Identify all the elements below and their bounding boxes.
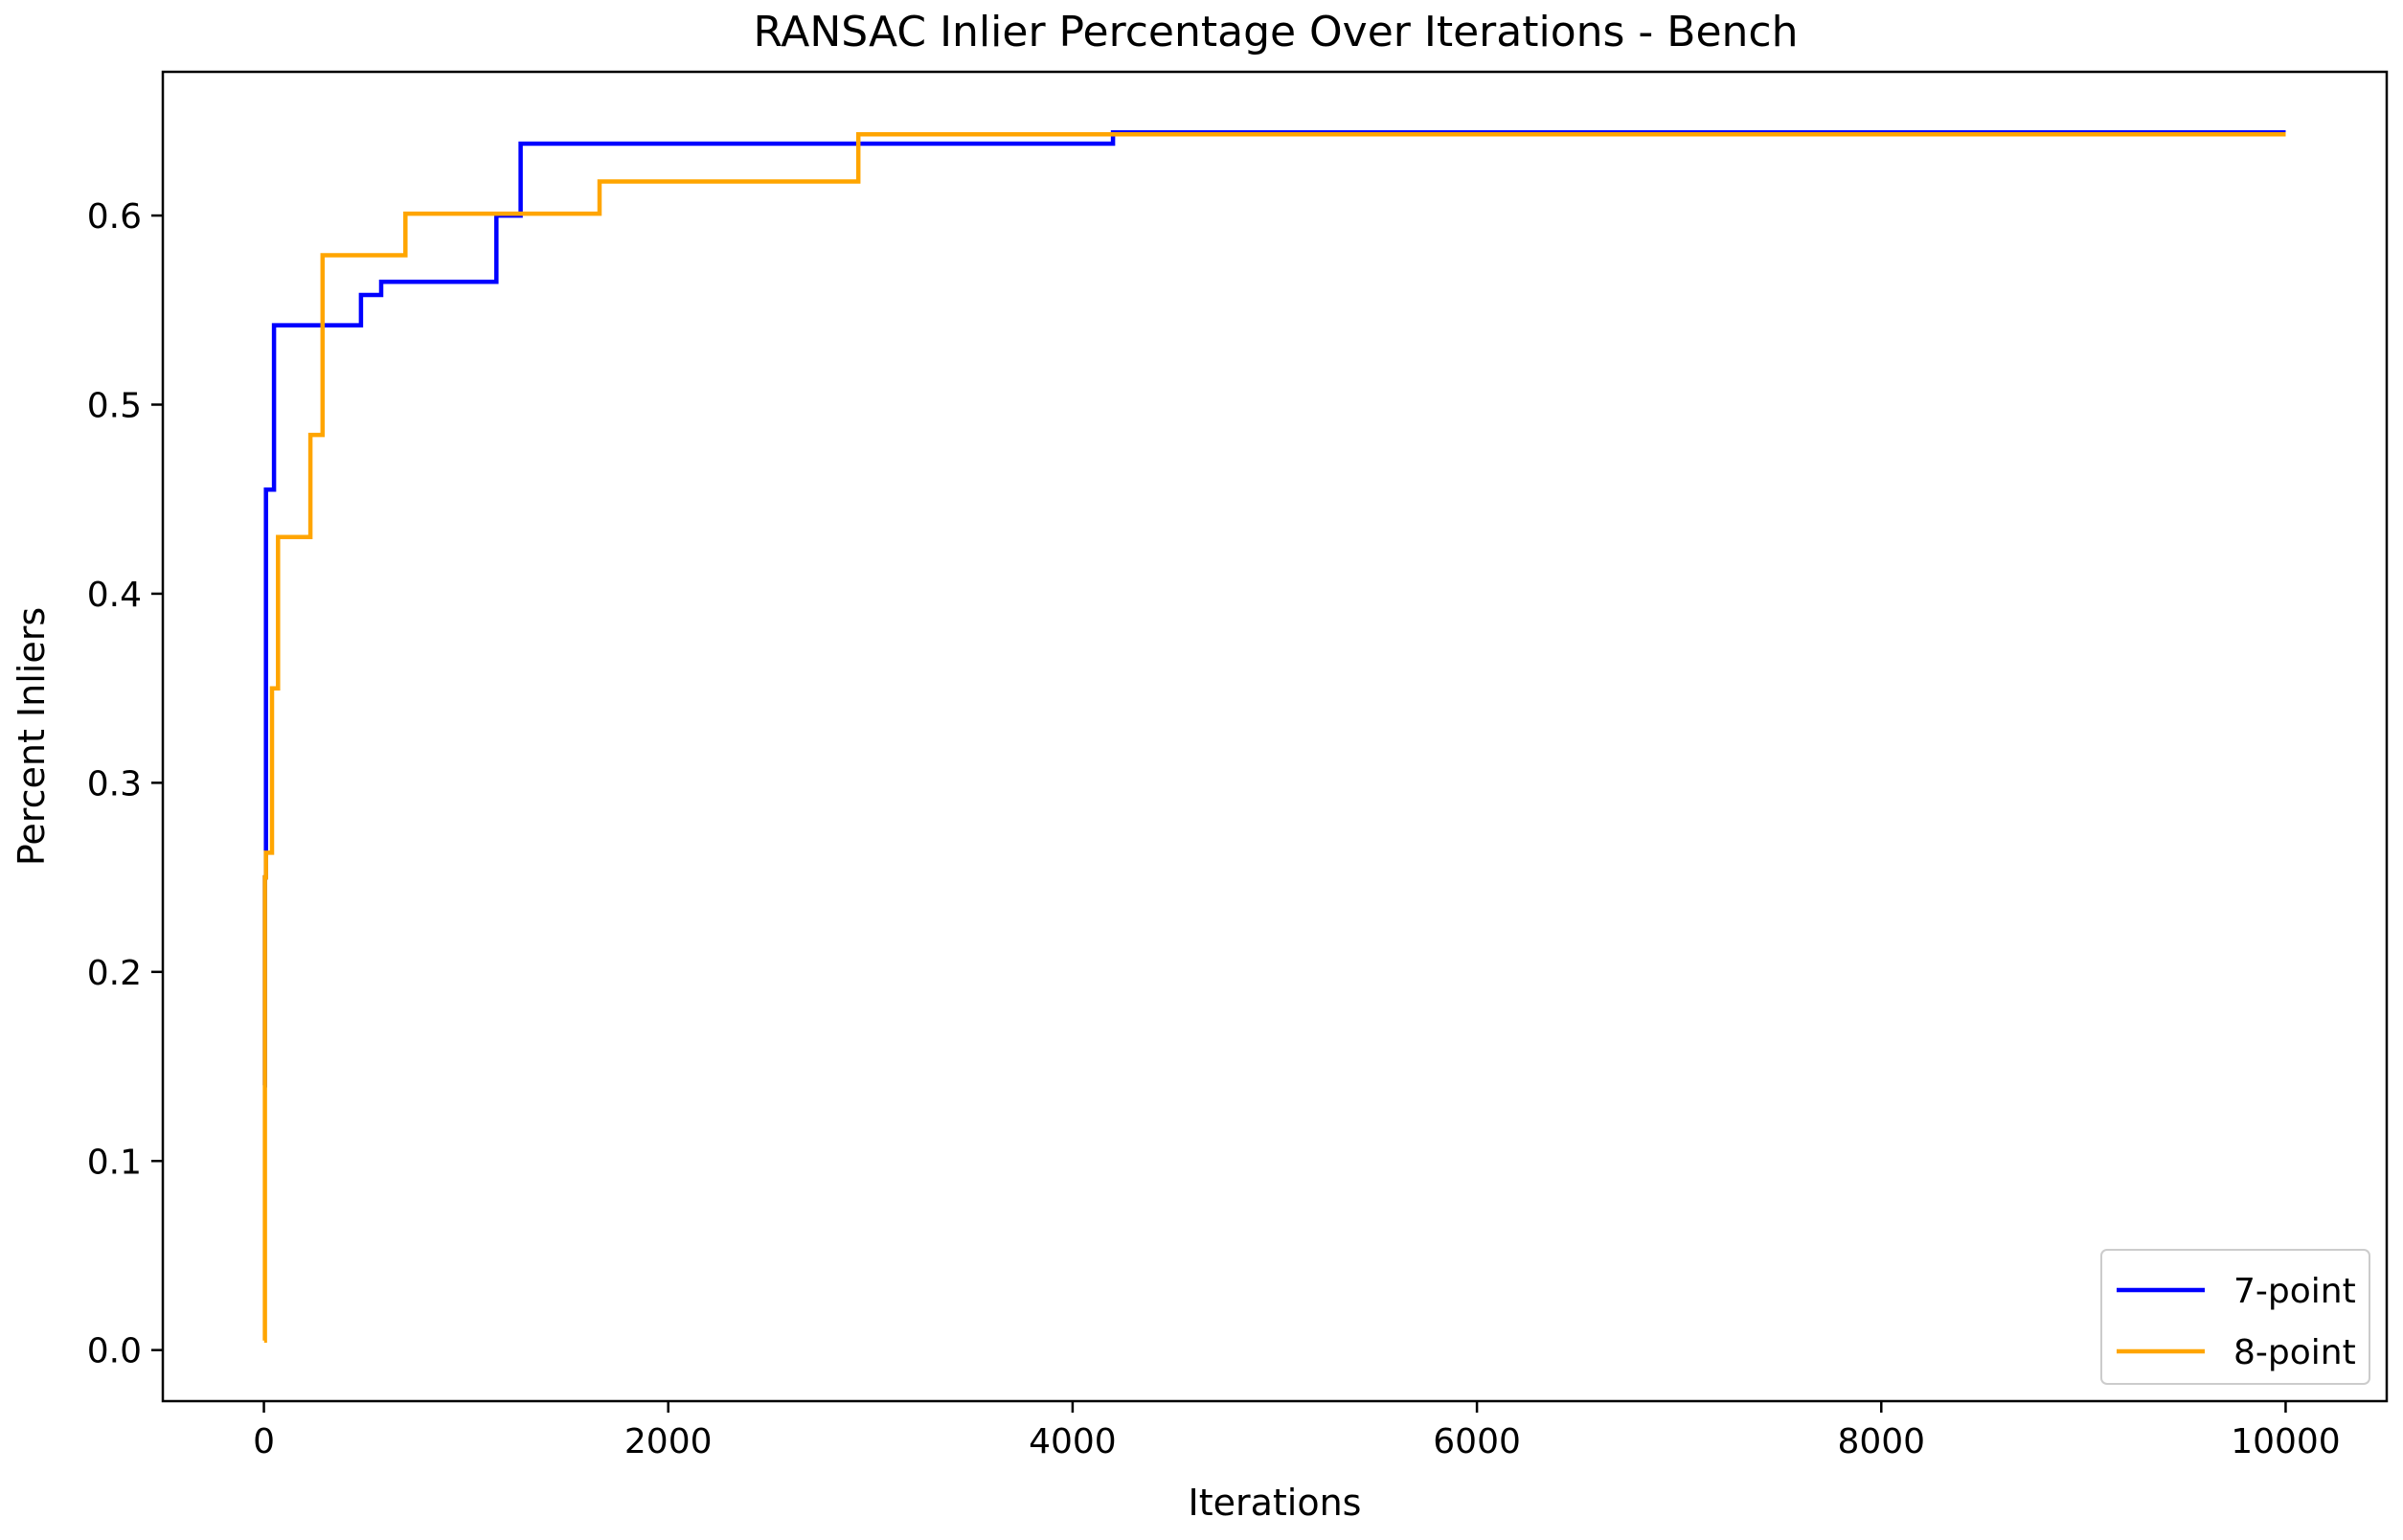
x-tick-label: 2000: [624, 1422, 713, 1461]
x-tick-label: 10000: [2231, 1422, 2341, 1461]
x-tick-label: 0: [253, 1422, 275, 1461]
legend-label: 8-point: [2233, 1333, 2356, 1372]
y-tick-label: 0.2: [87, 954, 142, 993]
chart-title: RANSAC Inlier Percentage Over Iterations…: [754, 8, 1799, 57]
x-tick-label: 8000: [1837, 1422, 1925, 1461]
series-line-7-point: [262, 129, 2286, 1088]
legend-label: 7-point: [2233, 1272, 2356, 1311]
legend: 7-point 8-point: [2100, 1249, 2370, 1385]
plot-frame: [161, 70, 2389, 1403]
series-layer: [262, 129, 2286, 1344]
y-tick-label: 0.6: [87, 197, 142, 237]
x-tick-label: 6000: [1433, 1422, 1521, 1461]
y-tick-label: 0.1: [87, 1143, 142, 1182]
series-line-8-point: [262, 131, 2286, 1344]
y-tick-label: 0.5: [87, 386, 142, 425]
y-axis: 0.0 0.1 0.2 0.3 0.4 0.5 0.6: [87, 197, 163, 1371]
y-tick-label: 0.0: [87, 1332, 142, 1371]
x-tick-label: 4000: [1029, 1422, 1117, 1461]
y-tick-label: 0.3: [87, 764, 142, 804]
x-axis: 0 2000 4000 6000 8000 10000: [253, 1401, 2341, 1461]
y-tick-label: 0.4: [87, 576, 142, 615]
x-axis-label: Iterations: [1189, 1482, 1362, 1524]
y-axis-label: Percent Inliers: [11, 607, 53, 866]
